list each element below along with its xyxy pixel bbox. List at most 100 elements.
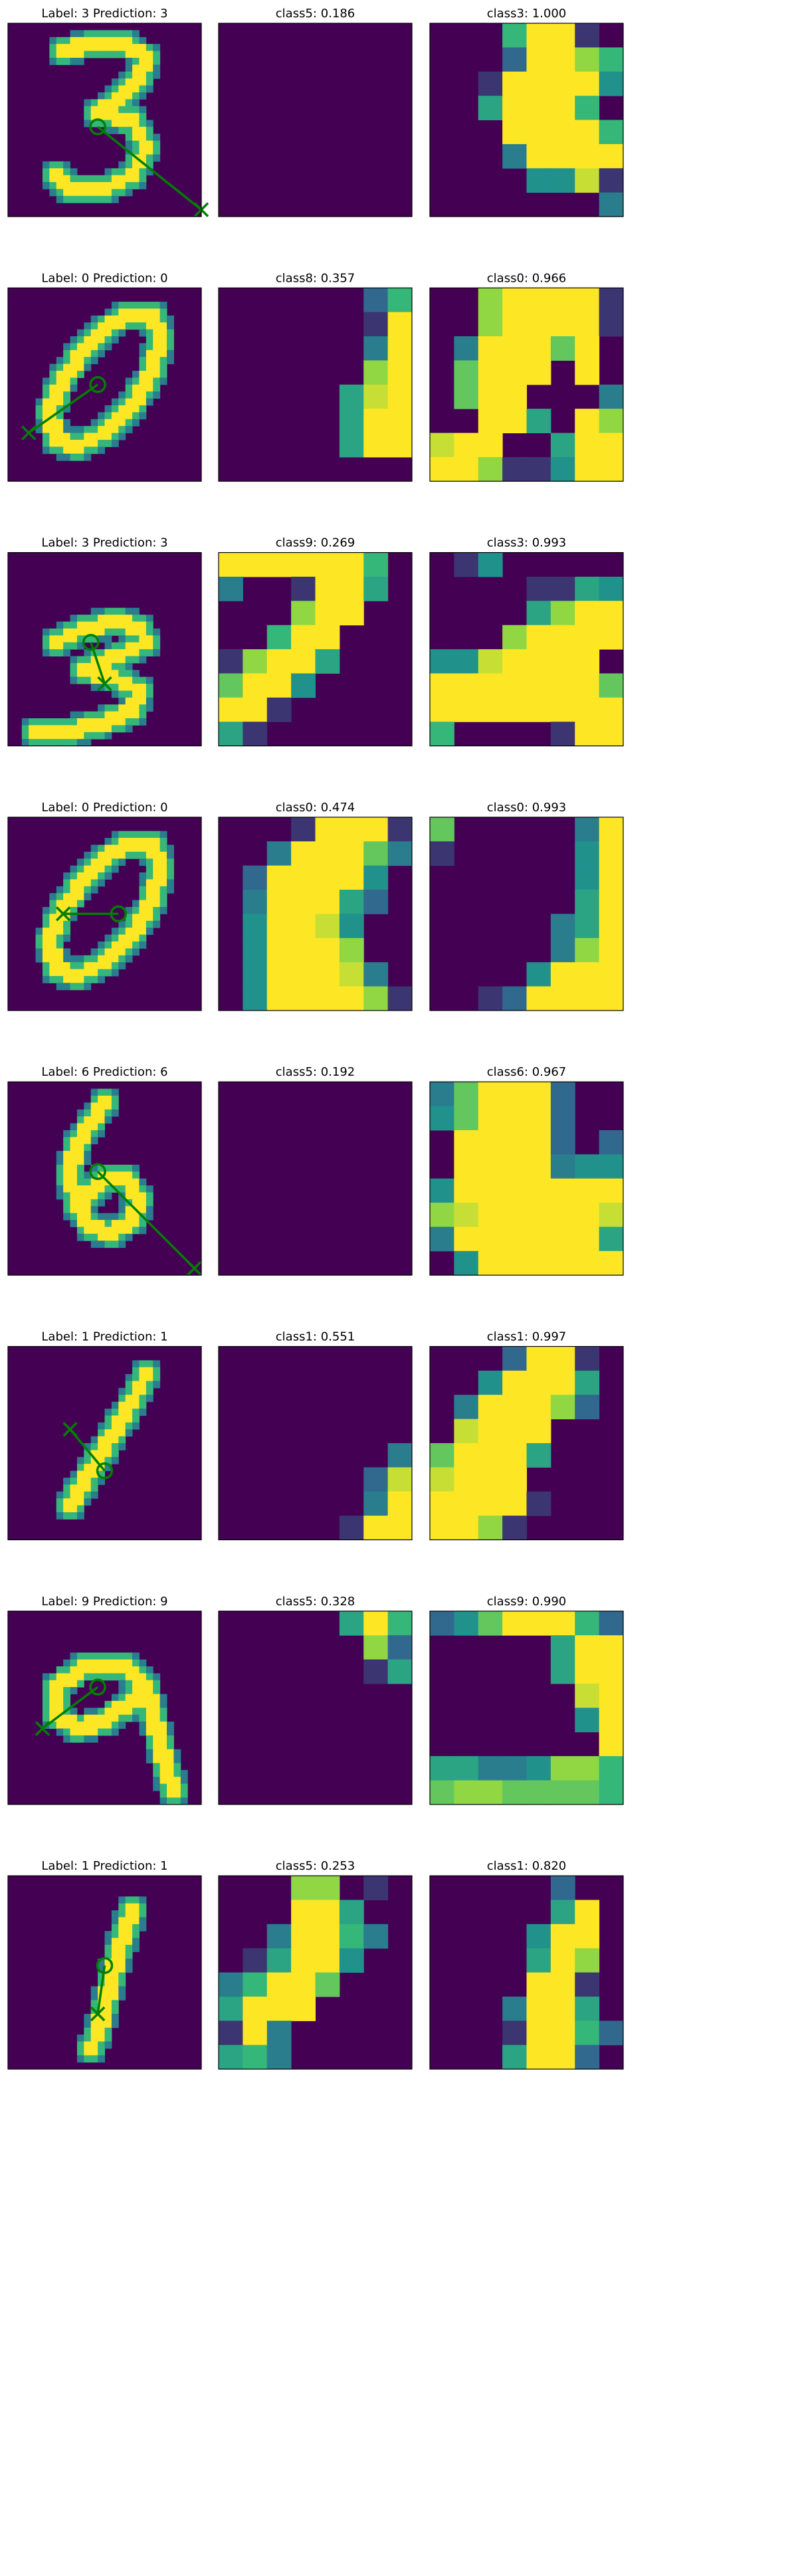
heatmap-cell [387, 1491, 413, 1516]
pixel-cell [132, 175, 140, 183]
heatmap-cell [599, 625, 624, 650]
panel-title: Label: 3 Prediction: 3 [41, 7, 167, 21]
pixel-cell [56, 1708, 64, 1716]
pixel-cell [98, 948, 105, 956]
heatmap-cell [526, 288, 551, 313]
pixel-cell [70, 357, 78, 365]
heatmap-cell [430, 1082, 454, 1107]
pixel-cell [70, 1498, 78, 1506]
pixel-cell [84, 865, 92, 873]
pixel-cell [146, 398, 153, 406]
heatmap-cell [575, 962, 600, 987]
pixel-cell [139, 690, 147, 698]
pixel-cell [139, 1185, 147, 1193]
pixel-cell [104, 405, 112, 413]
pixel-cell [49, 934, 57, 942]
pixel-cell [42, 419, 50, 427]
pixel-cell [146, 134, 153, 142]
pixel-cell [104, 1422, 112, 1430]
heatmap-cell [387, 1611, 413, 1636]
heatmap-cell [454, 649, 479, 674]
pixel-cell [84, 893, 92, 901]
pixel-cell [111, 662, 119, 670]
pixel-cell [90, 37, 98, 45]
heatmap-cell [526, 1370, 551, 1395]
pixel-cell [139, 120, 147, 128]
pixel-cell [132, 64, 140, 72]
pixel-cell [49, 732, 57, 740]
pixel-cell [76, 1171, 84, 1179]
heatmap-cell [315, 649, 340, 674]
heatmap-cell [291, 962, 316, 987]
start-marker-circle [89, 1678, 106, 1696]
pixel-cell [98, 1123, 105, 1131]
heatmap-cell [430, 1780, 454, 1805]
panel-title: Label: 1 Prediction: 1 [41, 1330, 167, 1344]
pixel-cell [90, 44, 98, 52]
pixel-cell [90, 182, 98, 189]
heatmap-cell [291, 817, 316, 842]
pixel-cell [70, 656, 78, 664]
pixel-cell [111, 1164, 119, 1172]
pixel-cell [56, 955, 64, 963]
pixel-cell [111, 1958, 119, 1966]
pixel-cell [118, 934, 126, 942]
pixel-cell [76, 1143, 84, 1151]
pixel-cell [56, 739, 64, 747]
pixel-cell [84, 711, 92, 719]
heatmap-cell [599, 409, 624, 434]
pixel-cell [63, 1498, 71, 1506]
pixel-cell [153, 1783, 161, 1791]
pixel-cell [42, 962, 50, 970]
start-marker-circle [96, 1957, 114, 1974]
pixel-cell [167, 865, 174, 873]
pixel-cell [104, 662, 112, 670]
heatmap-cell [478, 288, 503, 313]
heatmap-cell [502, 1419, 528, 1444]
pixel-cell [132, 1652, 140, 1660]
heatmap-cell [387, 986, 413, 1011]
heatmap-cell [454, 456, 479, 482]
pixel-cell [76, 983, 84, 991]
pixel-cell [118, 920, 126, 928]
pixel-cell [118, 1931, 126, 1939]
pixel-cell [146, 1687, 153, 1695]
panel-frame [7, 1081, 202, 1276]
pixel-cell [153, 308, 161, 316]
pixel-cell [49, 975, 57, 983]
panel-title: class0: 0.474 [276, 801, 355, 815]
heatmap-cell [575, 1900, 600, 1925]
heatmap-cell [599, 2021, 624, 2046]
pixel-cell [76, 195, 84, 203]
pixel-cell [90, 1102, 98, 1110]
heatmap-cell [478, 1395, 503, 1420]
pixel-cell [125, 725, 133, 733]
pixel-cell [132, 642, 140, 650]
pixel-cell [70, 1171, 78, 1179]
heatmap-cell [339, 914, 364, 939]
pixel-cell [104, 1220, 112, 1227]
pixel-cell [139, 57, 147, 65]
pixel-cell [104, 175, 112, 183]
pixel-cell [139, 315, 147, 323]
pixel-cell [146, 914, 153, 922]
heatmap-cell [502, 1467, 528, 1492]
heatmap-cell [454, 1227, 479, 1252]
pixel-cell [146, 78, 153, 86]
heatmap-cell [550, 649, 575, 674]
pixel-cell [153, 1700, 161, 1708]
heatmap-cell [550, 1154, 575, 1179]
pixel-cell [139, 1910, 147, 1918]
pixel-cell [139, 1680, 147, 1688]
pixel-cell [118, 433, 126, 441]
heatmap-cell [454, 1130, 479, 1155]
heatmap-cell [387, 1467, 413, 1492]
pixel-cell [153, 865, 161, 873]
pixel-cell [118, 1171, 126, 1179]
pixel-cell [98, 1233, 105, 1241]
heatmap-cell [430, 1516, 454, 1541]
pixel-cell [146, 1185, 153, 1193]
heatmap-cell [550, 1780, 575, 1805]
pixel-cell [153, 1381, 161, 1389]
pixel-cell [90, 1477, 98, 1485]
